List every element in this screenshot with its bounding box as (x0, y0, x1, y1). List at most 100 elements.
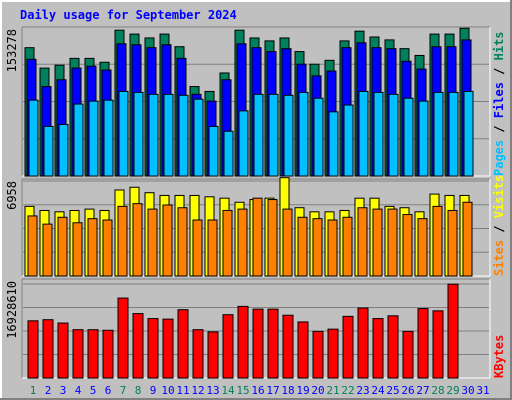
bar-pages-day-7 (118, 90, 129, 177)
bar-sites-day-18 (282, 208, 293, 277)
bar-sites-day-3 (57, 216, 68, 277)
x-tick-label-day-11: 11 (176, 384, 189, 397)
bar-sites-day-16 (252, 197, 263, 277)
bar-pages-day-3 (58, 123, 69, 177)
bar-sites-day-17 (267, 199, 278, 277)
bar-sites-day-19 (297, 216, 308, 277)
bar-pages-day-24 (373, 91, 384, 177)
bar-sites-day-24 (372, 208, 383, 277)
bar-sites-day-13 (207, 219, 218, 277)
bar-kbytes-day-2 (42, 319, 54, 379)
bar-pages-day-12 (193, 98, 204, 177)
bar-kbytes-day-23 (357, 307, 369, 379)
legend-item-files: Files (492, 82, 506, 118)
x-tick-label-day-7: 7 (120, 384, 127, 397)
bar-kbytes-day-18 (282, 314, 294, 379)
bar-kbytes-day-4 (72, 329, 84, 379)
x-tick-label-day-15: 15 (236, 384, 249, 397)
x-tick-label-day-12: 12 (191, 384, 204, 397)
legend-item-sep: / (492, 218, 506, 240)
x-tick-label-day-17: 17 (266, 384, 279, 397)
bar-kbytes-day-27 (417, 308, 429, 379)
bar-pages-day-1 (28, 99, 39, 177)
bar-sites-day-5 (87, 218, 98, 277)
x-tick-label-day-18: 18 (281, 384, 294, 397)
x-tick-label-day-9: 9 (150, 384, 157, 397)
frame-bevel-top (0, 0, 512, 2)
frame-bevel-bottom (0, 398, 512, 400)
ymax-label-visits-sites: 6958 (5, 181, 19, 210)
bar-pages-day-6 (103, 99, 114, 177)
x-tick-label-day-20: 20 (311, 384, 324, 397)
bar-sites-day-4 (72, 222, 83, 277)
bar-pages-day-5 (88, 100, 99, 177)
bar-kbytes-day-15 (237, 305, 249, 379)
bar-kbytes-day-26 (402, 330, 414, 379)
bar-kbytes-day-5 (87, 329, 99, 379)
bar-sites-day-2 (42, 223, 53, 277)
bar-kbytes-day-20 (312, 330, 324, 379)
bar-kbytes-day-13 (207, 331, 219, 379)
bar-pages-day-10 (163, 93, 174, 177)
bar-pages-day-21 (328, 111, 339, 177)
bar-sites-day-15 (237, 208, 248, 277)
bar-kbytes-day-16 (252, 308, 264, 379)
bar-pages-day-11 (178, 94, 189, 177)
bar-kbytes-day-14 (222, 314, 234, 379)
x-tick-label-day-10: 10 (161, 384, 174, 397)
bar-sites-day-28 (432, 205, 443, 277)
bar-pages-day-20 (313, 97, 324, 177)
bar-sites-day-7 (117, 205, 128, 277)
bar-kbytes-day-25 (387, 315, 399, 379)
bar-pages-day-8 (133, 91, 144, 177)
bar-sites-day-12 (192, 219, 203, 277)
bar-pages-day-15 (238, 110, 249, 177)
bar-sites-day-8 (132, 203, 143, 277)
bar-pages-day-28 (433, 91, 444, 177)
bar-pages-day-9 (148, 93, 159, 177)
bar-sites-day-20 (312, 218, 323, 277)
x-tick-label-day-21: 21 (326, 384, 339, 397)
bar-kbytes-day-10 (162, 318, 174, 379)
x-tick-label-day-1: 1 (30, 384, 37, 397)
bar-kbytes-day-9 (147, 318, 159, 379)
bar-pages-day-25 (388, 93, 399, 177)
bar-pages-day-2 (43, 125, 54, 177)
legend-item-visits: Visits (492, 175, 506, 218)
bar-pages-day-29 (448, 91, 459, 177)
bar-sites-day-11 (177, 207, 188, 277)
bar-kbytes-day-21 (327, 328, 339, 379)
bar-kbytes-day-6 (102, 329, 114, 379)
x-tick-label-day-6: 6 (105, 384, 112, 397)
bar-pages-day-4 (73, 103, 84, 177)
bar-sites-day-30 (462, 201, 473, 277)
bar-kbytes-day-12 (192, 329, 204, 379)
x-tick-label-day-13: 13 (206, 384, 219, 397)
bar-pages-day-22 (343, 104, 354, 177)
legend-item-pages: Pages (492, 140, 506, 176)
bar-kbytes-day-11 (177, 309, 189, 379)
bar-kbytes-day-1 (27, 320, 39, 379)
bar-pages-day-30 (463, 90, 474, 177)
x-tick-label-day-4: 4 (75, 384, 82, 397)
x-tick-label-day-23: 23 (356, 384, 369, 397)
legend-kbytes: KBytes (492, 335, 506, 378)
x-tick-label-day-19: 19 (296, 384, 309, 397)
bar-pages-day-26 (403, 97, 414, 177)
legend-item-sep: / (492, 60, 506, 82)
bar-pages-day-14 (223, 130, 234, 177)
ymax-label-hits-files-pages: 153278 (5, 29, 19, 72)
frame-bevel-left (0, 0, 2, 400)
x-tick-label-day-24: 24 (371, 384, 385, 397)
legend-item-sep: / (492, 118, 506, 140)
x-tick-label-day-5: 5 (90, 384, 97, 397)
bar-pages-day-27 (418, 100, 429, 177)
bar-sites-day-9 (147, 208, 158, 277)
x-tick-label-day-25: 25 (386, 384, 399, 397)
bar-sites-day-25 (387, 208, 398, 277)
bar-sites-day-23 (357, 207, 368, 277)
x-tick-label-day-16: 16 (251, 384, 264, 397)
legend-item-hits: Hits (492, 31, 506, 60)
x-tick-label-day-26: 26 (401, 384, 414, 397)
